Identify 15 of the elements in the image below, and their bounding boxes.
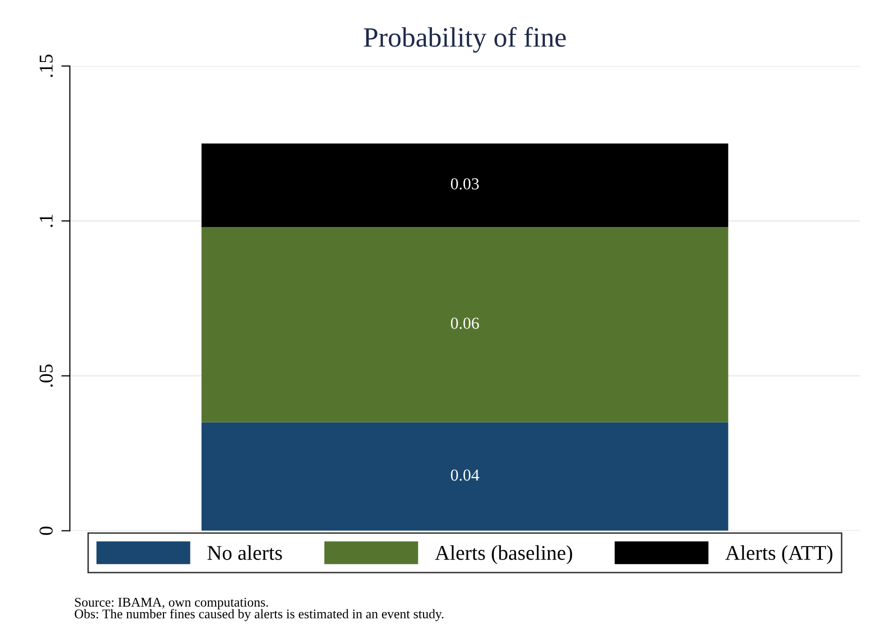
- legend-label: Alerts (baseline): [434, 545, 572, 564]
- legend-label: Alerts (ATT): [725, 545, 832, 564]
- y-tick-label: .15: [40, 54, 53, 77]
- y-tick-label: 0: [40, 526, 53, 535]
- bar: [202, 227, 728, 422]
- bar: [202, 143, 728, 228]
- text: Obs: The number fines caused by alerts is estimated in an event study.: [74, 608, 444, 622]
- y-tick-label: .1: [40, 214, 53, 227]
- data-label: 0.03: [450, 178, 479, 190]
- data-label: 0.04: [450, 469, 480, 481]
- source-note: Source: IBAMA, own computations.: [75, 598, 268, 610]
- data-label: 0.06: [450, 318, 479, 329]
- chart-title: Probability of fine: [364, 27, 566, 53]
- legend-label: No alerts: [207, 545, 282, 560]
- y-tick-label: .05: [40, 364, 53, 387]
